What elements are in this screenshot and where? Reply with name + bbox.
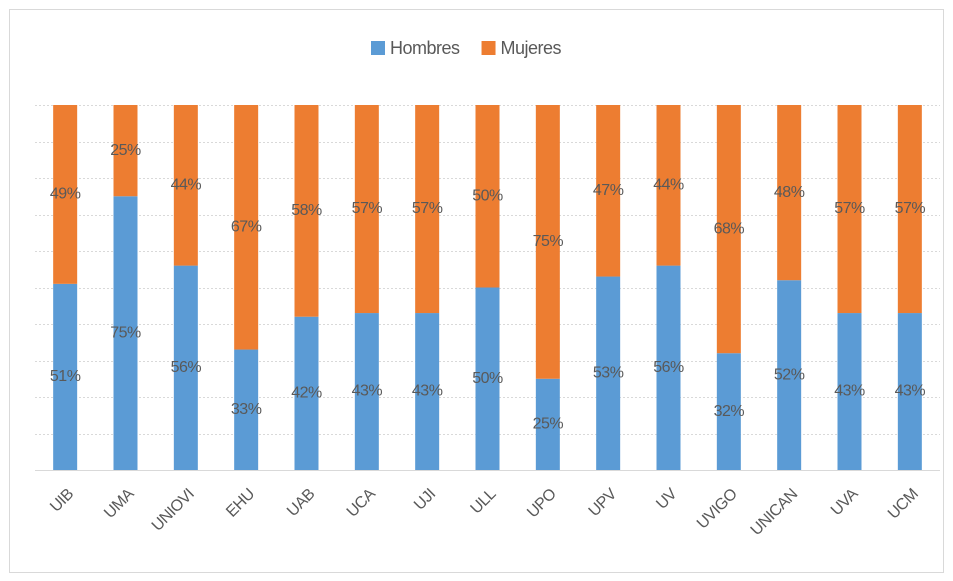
legend-swatch	[481, 41, 496, 55]
data-label: 48%	[774, 184, 805, 201]
data-label: 42%	[291, 385, 322, 402]
bar-segment	[415, 313, 440, 470]
data-label: 49%	[50, 186, 81, 203]
bar-segment	[897, 313, 922, 470]
bar-segment	[837, 105, 862, 314]
data-label: 50%	[472, 187, 503, 204]
data-label: 51%	[50, 368, 81, 385]
bar-segment	[777, 280, 802, 470]
data-label: 43%	[352, 383, 383, 400]
data-label: 57%	[412, 200, 443, 217]
data-label: 25%	[533, 416, 564, 433]
data-label: 25%	[110, 142, 141, 159]
data-label: 67%	[231, 218, 262, 235]
bar-segment	[294, 105, 319, 317]
data-label: 32%	[714, 403, 745, 420]
bar-segment	[415, 105, 440, 314]
bar-segment	[837, 313, 862, 470]
legend-label: Hombres	[390, 38, 460, 58]
data-label: 57%	[895, 200, 926, 217]
data-label: 33%	[231, 401, 262, 418]
bar-segment	[897, 105, 922, 314]
legend-label: Mujeres	[501, 38, 562, 58]
bar-segment	[173, 105, 198, 266]
bar-segment	[173, 265, 198, 470]
data-label: 52%	[774, 366, 805, 383]
bar-segment	[234, 105, 259, 350]
data-label: 68%	[714, 220, 745, 237]
bar-segment	[53, 105, 78, 284]
bar-segment	[716, 105, 741, 354]
legend-swatch	[371, 41, 385, 55]
data-label: 57%	[352, 200, 383, 217]
data-label: 57%	[834, 200, 865, 217]
bar-segment	[656, 265, 681, 470]
bar-segment	[777, 105, 802, 281]
data-label: 44%	[171, 177, 202, 194]
bar-segment	[354, 105, 379, 314]
data-label: 43%	[834, 383, 865, 400]
bar-segment	[475, 105, 500, 288]
bar-segment	[596, 105, 621, 277]
bar-segment	[234, 349, 259, 470]
bar-segment	[113, 105, 138, 197]
data-label: 47%	[593, 182, 624, 199]
bar-segment	[294, 316, 319, 470]
data-label: 50%	[472, 370, 503, 387]
data-label: 58%	[291, 202, 322, 219]
bar-segment	[535, 105, 560, 379]
data-label: 56%	[171, 359, 202, 376]
bar-segment	[716, 353, 741, 470]
data-label: 75%	[533, 233, 564, 250]
bar-segment	[113, 196, 138, 470]
bar-segment	[354, 313, 379, 470]
data-label: 43%	[895, 383, 926, 400]
bar-segment	[53, 283, 78, 470]
data-label: 53%	[593, 364, 624, 381]
bar-segment	[656, 105, 681, 266]
data-label: 43%	[412, 383, 443, 400]
data-label: 56%	[653, 359, 684, 376]
bar-segment	[535, 378, 560, 470]
data-label: 44%	[653, 177, 684, 194]
bar-segment	[596, 276, 621, 470]
data-label: 75%	[110, 324, 141, 341]
bar-segment	[475, 287, 500, 470]
